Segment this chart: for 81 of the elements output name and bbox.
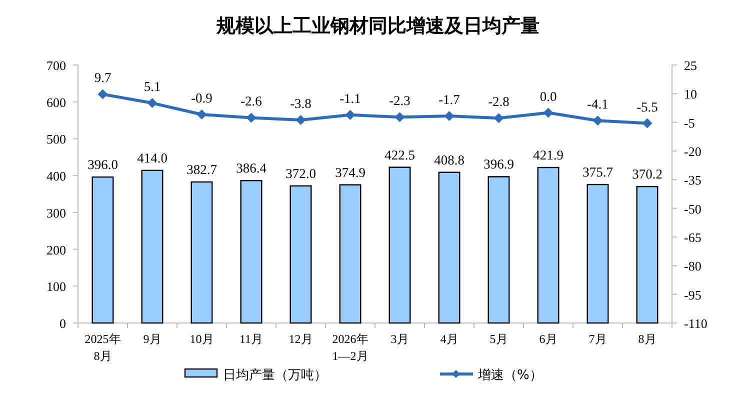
point xyxy=(196,110,207,120)
point xyxy=(246,112,256,123)
bar xyxy=(141,170,164,324)
legend-label: 增速（%） xyxy=(477,368,542,383)
bar xyxy=(537,166,560,324)
point xyxy=(642,118,652,128)
y-tick-label: 500 xyxy=(46,132,66,147)
data-label: 382.7 xyxy=(186,162,218,177)
x-tick-label: 4月 xyxy=(440,332,458,346)
data-label: 386.4 xyxy=(236,160,267,176)
y2-tick-label: -110 xyxy=(684,316,708,331)
data-label: 374.9 xyxy=(335,164,366,180)
data-label: 370.2 xyxy=(632,166,662,182)
data-label: 396.0 xyxy=(88,157,118,172)
y2-tick-label: -5 xyxy=(684,115,695,130)
y-tick-label: 600 xyxy=(46,94,66,110)
bar xyxy=(240,180,262,324)
data-label: 422.5 xyxy=(384,147,416,162)
y2-tick-label: 25 xyxy=(684,58,697,73)
point xyxy=(98,89,108,100)
y-tick-label: 700 xyxy=(46,58,66,73)
data-label: 9.7 xyxy=(94,70,112,86)
y2-tick-label: -80 xyxy=(684,258,702,274)
data-label: -0.9 xyxy=(191,90,213,106)
x-tick-label: 11月 xyxy=(239,332,264,346)
bar xyxy=(586,184,609,324)
x-tick-label: 2026年 1—2月 xyxy=(332,332,368,363)
data-label: 375.7 xyxy=(582,164,614,180)
y-tick-label: 100 xyxy=(46,279,66,294)
data-label: 0.0 xyxy=(540,88,557,104)
data-label: 5.1 xyxy=(144,79,161,94)
x-tick-label: 7月 xyxy=(588,332,607,346)
data-label: -3.8 xyxy=(290,96,312,112)
y2-tick-label: -50 xyxy=(684,201,702,216)
y-tick-label: 400 xyxy=(46,168,66,184)
y2-tick-label: -20 xyxy=(684,144,702,159)
x-tick-label: 10月 xyxy=(190,332,214,346)
bar xyxy=(92,176,114,324)
data-label: 421.9 xyxy=(533,148,564,162)
data-label: -2.3 xyxy=(389,93,411,108)
bar xyxy=(636,186,658,324)
data-label: -1.7 xyxy=(438,92,460,108)
x-tick-label: 8月 xyxy=(638,332,656,346)
bar xyxy=(190,181,213,324)
data-label: -2.6 xyxy=(240,94,262,109)
bar xyxy=(488,176,510,324)
chart-title: 规模以上工业钢材同比增速及日均产量 xyxy=(216,15,540,37)
x-tick-label: 9月 xyxy=(143,332,162,346)
x-tick-label: 3月 xyxy=(390,332,409,346)
data-label: -4.1 xyxy=(587,96,608,112)
y2-tick-label: -95 xyxy=(684,287,702,302)
y-tick-label: 300 xyxy=(46,205,66,220)
data-label: -1.1 xyxy=(340,90,361,106)
y-tick-label: 0 xyxy=(60,316,66,331)
data-label: -5.5 xyxy=(636,99,658,114)
bar xyxy=(290,185,312,324)
point xyxy=(296,115,306,126)
data-label: 414.0 xyxy=(137,150,168,166)
point xyxy=(394,112,405,122)
bar xyxy=(339,184,362,324)
point xyxy=(444,111,454,122)
data-label: 372.0 xyxy=(286,166,316,181)
y2-tick-label: -35 xyxy=(684,172,702,188)
y-tick-label: 200 xyxy=(46,242,66,258)
legend-label: 日均产量（万吨） xyxy=(223,368,327,383)
point xyxy=(592,116,603,126)
x-tick-label: 5月 xyxy=(490,332,508,346)
data-label: -2.8 xyxy=(488,94,510,110)
x-tick-label: 12月 xyxy=(288,332,313,346)
y2-tick-label: -65 xyxy=(684,230,702,245)
x-tick-label: 6月 xyxy=(539,332,558,346)
point xyxy=(345,110,356,120)
point xyxy=(494,113,504,124)
data-label: 396.9 xyxy=(484,156,514,172)
bar xyxy=(438,172,460,324)
bar xyxy=(388,166,411,324)
point xyxy=(147,98,158,108)
x-tick-label: 2025年 8月 xyxy=(84,332,121,363)
point xyxy=(543,108,554,118)
y2-tick-label: 10 xyxy=(684,86,697,102)
data-label: 408.8 xyxy=(434,152,465,168)
